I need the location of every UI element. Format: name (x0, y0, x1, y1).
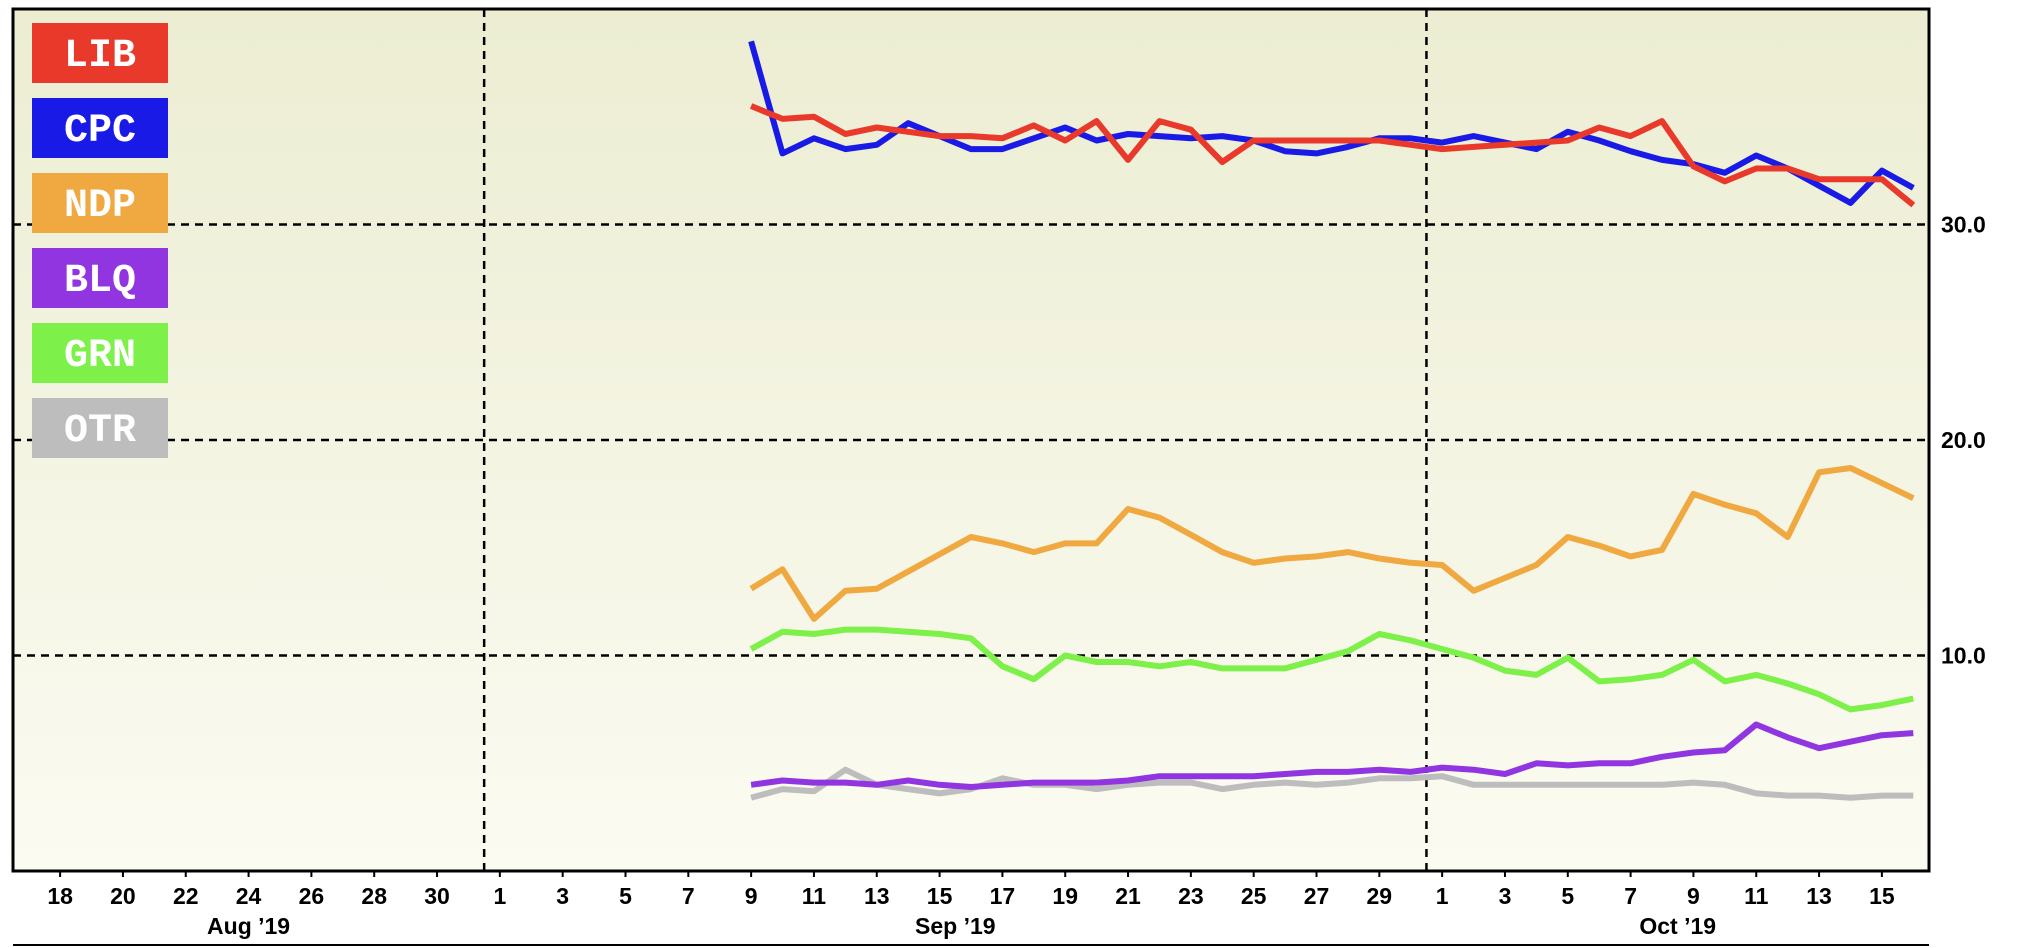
month-label: Aug ’19 (207, 913, 290, 939)
x-tick-label: 9 (745, 883, 758, 909)
x-tick-label: 1 (1436, 883, 1449, 909)
legend-swatch (32, 23, 168, 83)
x-tick-label: 11 (802, 883, 827, 909)
x-tick-label: 13 (1806, 883, 1832, 909)
x-tick-label: 27 (1304, 883, 1330, 909)
x-tick-label: 1 (493, 883, 506, 909)
series-line (750, 766, 1914, 801)
legend-swatch (32, 398, 168, 458)
series-line (750, 721, 1914, 790)
series-line (749, 465, 1915, 622)
month-label: Sep ’19 (915, 913, 996, 939)
legend-label: OTR (64, 409, 136, 454)
legend-label: NDP (64, 184, 136, 229)
x-tick-label: 25 (1241, 883, 1267, 909)
x-tick-label: 20 (110, 883, 136, 909)
x-tick-label: 13 (864, 883, 890, 909)
x-tick-label: 26 (299, 883, 325, 909)
x-tick-label: 28 (361, 883, 387, 909)
y-tick-label: 30.0 (1941, 212, 1986, 238)
x-tick-label: 17 (990, 883, 1016, 909)
y-tick-label: 20.0 (1941, 427, 1986, 453)
x-tick-label: 23 (1178, 883, 1204, 909)
series-line (749, 626, 1914, 713)
x-tick-label: 7 (1624, 883, 1637, 909)
x-tick-label: 3 (556, 883, 569, 909)
x-tick-label: 15 (1869, 883, 1895, 909)
legend-label: CPC (64, 109, 136, 154)
legend-label: GRN (64, 334, 136, 379)
x-tick-label: 22 (173, 883, 199, 909)
legend-swatch (32, 98, 168, 158)
legend-swatch (32, 248, 168, 308)
legend-label: BLQ (64, 259, 136, 304)
legend-swatch (32, 173, 168, 233)
plot-frame (11, 7, 1931, 873)
x-tick-label: 18 (47, 883, 73, 909)
x-tick-label: 7 (682, 883, 695, 909)
x-tick-label: 24 (236, 883, 262, 909)
y-tick-label: 10.0 (1941, 643, 1986, 669)
legend-label: LIB (64, 34, 136, 79)
series-line (749, 103, 1916, 208)
x-tick-label: 9 (1687, 883, 1700, 909)
x-tick-label: 30 (424, 883, 450, 909)
x-tick-label: 3 (1499, 883, 1512, 909)
x-tick-label: 11 (1744, 883, 1769, 909)
legend-swatch (32, 323, 168, 383)
x-tick-label: 29 (1367, 883, 1393, 909)
x-tick-label: 15 (927, 883, 953, 909)
x-tick-label: 5 (1561, 883, 1574, 909)
month-label: Oct ’19 (1639, 913, 1716, 939)
x-tick-label: 5 (619, 883, 632, 909)
x-tick-label: 21 (1115, 883, 1141, 909)
x-tick-label: 19 (1052, 883, 1078, 909)
